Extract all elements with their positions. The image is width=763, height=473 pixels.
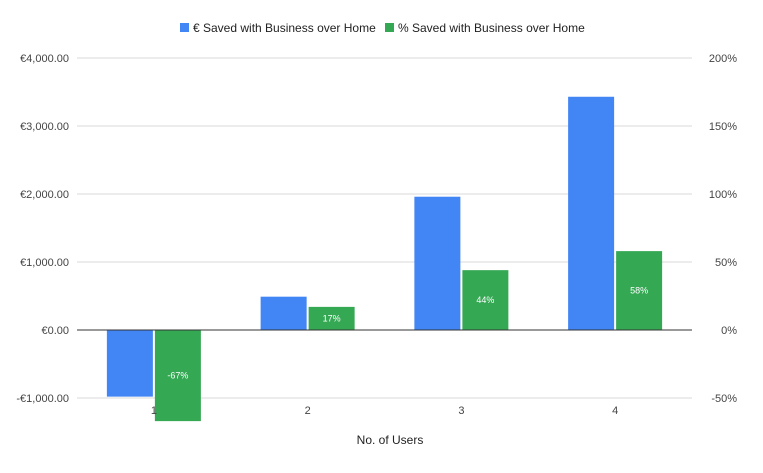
legend-label: € Saved with Business over Home	[193, 21, 376, 35]
left-tick-label: €2,000.00	[20, 189, 69, 201]
bar-euro-saved	[106, 330, 153, 397]
bar-percent-saved	[308, 306, 355, 330]
legend-label: % Saved with Business over Home	[398, 21, 585, 35]
data-labels: -67% 17% 44% 58%	[167, 286, 648, 381]
right-tick-label: 100%	[709, 189, 737, 201]
bar-data-label: -67%	[167, 371, 188, 381]
right-tick-label: 150%	[709, 121, 737, 133]
bar-percent-saved	[154, 330, 201, 422]
left-tick-label: -€1,000.00	[16, 393, 69, 405]
left-tick-label: €4,000.00	[20, 53, 69, 65]
bar-percent-saved	[462, 270, 509, 330]
bar-data-label: 44%	[476, 295, 494, 305]
bar-percent-saved	[616, 251, 663, 330]
left-tick-label: €1,000.00	[20, 257, 69, 269]
left-tick-label: €3,000.00	[20, 121, 69, 133]
right-tick-label: 0%	[721, 325, 737, 337]
x-axis-title: No. of Users	[357, 433, 424, 447]
bar-euro-saved	[568, 96, 615, 330]
left-axis-ticks: -€1,000.00 €0.00 €1,000.00 €2,000.00 €3,000.…	[16, 53, 69, 405]
legend-swatch	[180, 23, 189, 32]
x-tick-label: 2	[305, 405, 311, 417]
x-tick-label: 1	[151, 405, 157, 417]
right-tick-label: 50%	[715, 257, 737, 269]
legend-swatch	[385, 23, 394, 32]
right-tick-label: -50%	[711, 393, 737, 405]
legend: € Saved with Business over Home % Saved w…	[180, 21, 585, 35]
bar-data-label: 17%	[323, 313, 341, 323]
bar-data-label: 58%	[630, 286, 648, 296]
right-tick-label: 200%	[709, 53, 737, 65]
bars	[106, 96, 663, 422]
x-tick-label: 3	[458, 405, 464, 417]
x-axis-ticks: 1 2 3 4	[151, 405, 618, 417]
right-axis-ticks: -50% 0% 50% 100% 150% 200%	[709, 53, 737, 405]
x-tick-label: 4	[612, 405, 618, 417]
left-tick-label: €0.00	[41, 325, 69, 337]
bar-euro-saved	[260, 296, 307, 330]
bar-euro-saved	[414, 196, 461, 330]
